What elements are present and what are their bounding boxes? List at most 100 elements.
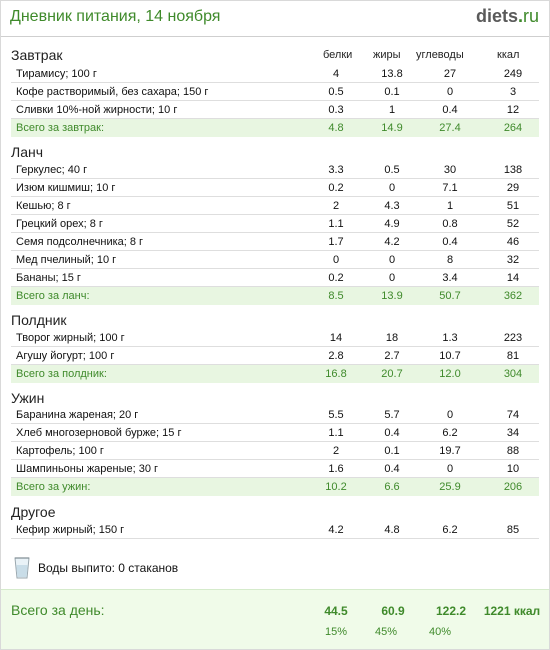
- protein-value: 2: [332, 445, 340, 457]
- food-name: Сливки 10%-ной жирности; 10 г: [16, 104, 178, 116]
- food-name: Бананы; 15 г: [16, 272, 81, 284]
- kcal-value: 52: [506, 218, 520, 230]
- table-row[interactable]: Мед пчелиный; 10 г 0 0 8 32: [11, 251, 539, 269]
- kcal-value: 3: [509, 86, 517, 98]
- fat-value: 1: [388, 104, 396, 116]
- table-row[interactable]: Геркулес; 40 г 3.3 0.5 30 138: [11, 161, 539, 179]
- section-lunch-title: Ланч: [11, 144, 43, 160]
- protein-value: 1.1: [328, 427, 344, 439]
- fat-value: 0.1: [384, 86, 400, 98]
- food-name: Картофель; 100 г: [16, 445, 104, 457]
- table-row[interactable]: Шампиньоны жареные; 30 г 1.6 0.4 0 10: [11, 460, 539, 478]
- kcal-value: 51: [506, 200, 520, 212]
- header: Дневник питания, 14 ноября diets.ru: [1, 1, 549, 37]
- total-label: Всего за ланч:: [16, 290, 90, 302]
- total-label: Всего за полдник:: [16, 368, 107, 380]
- day-fat-pct: 45%: [374, 626, 398, 638]
- carbs-value: 0: [446, 409, 454, 421]
- protein-value: 4: [332, 68, 340, 80]
- day-total-label: Всего за день:: [11, 602, 105, 618]
- page-title: Дневник питания, 14 ноября: [10, 8, 221, 25]
- kcal-value: 10: [506, 463, 520, 475]
- carbs-total: 27.4: [439, 122, 461, 134]
- table-row[interactable]: Изюм кишмиш; 10 г 0.2 0 7.1 29: [11, 179, 539, 197]
- food-name: Семя подсолнечника; 8 г: [16, 236, 144, 248]
- table-row[interactable]: Тирамису; 100 г 4 13.8 27 249: [11, 65, 539, 83]
- protein-value: 1.7: [328, 236, 344, 248]
- carbs-value: 0.4: [442, 236, 458, 248]
- table-row[interactable]: Баранина жареная; 20 г 5.5 5.7 0 74: [11, 406, 539, 424]
- kcal-value: 223: [503, 332, 523, 344]
- snack-total-row: Всего за полдник: 16.8 20.7 12.0 304: [11, 365, 539, 383]
- carbs-value: 1: [446, 200, 454, 212]
- dinner-total-row: Всего за ужин: 10.2 6.6 25.9 206: [11, 478, 539, 496]
- carbs-total: 12.0: [439, 368, 461, 380]
- fat-value: 4.9: [384, 218, 400, 230]
- protein-value: 3.3: [328, 164, 344, 176]
- protein-value: 1.6: [328, 463, 344, 475]
- fat-value: 0.4: [384, 427, 400, 439]
- carbs-value: 10.7: [439, 350, 461, 362]
- food-name: Кешью; 8 г: [16, 200, 71, 212]
- col-fat: жиры: [373, 49, 401, 61]
- logo-tld: ru: [522, 6, 539, 26]
- column-headers: белки жиры углеводы ккал: [1, 49, 549, 65]
- day-fat: 60.9: [381, 604, 405, 618]
- kcal-value: 88: [506, 445, 520, 457]
- fat-total: 6.6: [384, 481, 400, 493]
- fat-value: 0.5: [384, 164, 400, 176]
- protein-value: 0.3: [328, 104, 344, 116]
- kcal-value: 12: [506, 104, 520, 116]
- kcal-value: 34: [506, 427, 520, 439]
- fat-value: 2.7: [384, 350, 400, 362]
- carbs-total: 25.9: [439, 481, 461, 493]
- lunch-total-row: Всего за ланч: 8.5 13.9 50.7 362: [11, 287, 539, 305]
- table-row[interactable]: Кофе растворимый, без сахара; 150 г 0.5 …: [11, 83, 539, 101]
- carbs-value: 27: [443, 68, 457, 80]
- table-row[interactable]: Агушу йогурт; 100 г 2.8 2.7 10.7 81: [11, 347, 539, 365]
- section-snack-title: Полдник: [11, 312, 67, 328]
- table-row[interactable]: Сливки 10%-ной жирности; 10 г 0.3 1 0.4 …: [11, 101, 539, 119]
- table-row[interactable]: Картофель; 100 г 2 0.1 19.7 88: [11, 442, 539, 460]
- table-row[interactable]: Кефир жирный; 150 г 4.2 4.8 6.2 85: [11, 521, 539, 539]
- fat-value: 0.1: [384, 445, 400, 457]
- fat-value: 4.3: [384, 200, 400, 212]
- carbs-value: 19.7: [439, 445, 461, 457]
- total-label: Всего за завтрак:: [16, 122, 105, 134]
- total-label: Всего за ужин:: [16, 481, 91, 493]
- protein-value: 14: [329, 332, 343, 344]
- kcal-value: 74: [506, 409, 520, 421]
- day-protein: 44.5: [324, 604, 348, 618]
- protein-value: 1.1: [328, 218, 344, 230]
- fat-total: 14.9: [381, 122, 403, 134]
- table-row[interactable]: Грецкий орех; 8 г 1.1 4.9 0.8 52: [11, 215, 539, 233]
- kcal-total: 264: [503, 122, 523, 134]
- food-name: Грецкий орех; 8 г: [16, 218, 103, 230]
- day-total-box: Всего за день: 44.5 60.9 122.2 1221 ккал…: [1, 589, 549, 649]
- day-carbs: 122.2: [435, 604, 467, 618]
- fat-value: 5.7: [384, 409, 400, 421]
- site-logo[interactable]: diets.ru: [476, 6, 539, 27]
- food-name: Кофе растворимый, без сахара; 150 г: [16, 86, 209, 98]
- protein-value: 2.8: [328, 350, 344, 362]
- table-row[interactable]: Семя подсолнечника; 8 г 1.7 4.2 0.4 46: [11, 233, 539, 251]
- glass-icon[interactable]: [13, 556, 31, 585]
- breakfast-total-row: Всего за завтрак: 4.8 14.9 27.4 264: [11, 119, 539, 137]
- fat-value: 0: [388, 272, 396, 284]
- col-protein: белки: [323, 49, 353, 61]
- kcal-total: 206: [503, 481, 523, 493]
- table-row[interactable]: Бананы; 15 г 0.2 0 3.4 14: [11, 269, 539, 287]
- table-row[interactable]: Кешью; 8 г 2 4.3 1 51: [11, 197, 539, 215]
- carbs-value: 30: [443, 164, 457, 176]
- food-name: Агушу йогурт; 100 г: [16, 350, 115, 362]
- fat-value: 13.8: [381, 68, 403, 80]
- food-name: Тирамису; 100 г: [16, 68, 97, 80]
- table-row[interactable]: Творог жирный; 100 г 14 18 1.3 223: [11, 329, 539, 347]
- carbs-value: 8: [446, 254, 454, 266]
- carbs-value: 0: [446, 463, 454, 475]
- protein-value: 5.5: [328, 409, 344, 421]
- section-other-title: Другое: [11, 504, 56, 520]
- table-row[interactable]: Хлеб многозерновой бурже; 15 г 1.1 0.4 6…: [11, 424, 539, 442]
- carbs-value: 6.2: [442, 524, 458, 536]
- food-name: Хлеб многозерновой бурже; 15 г: [16, 427, 182, 439]
